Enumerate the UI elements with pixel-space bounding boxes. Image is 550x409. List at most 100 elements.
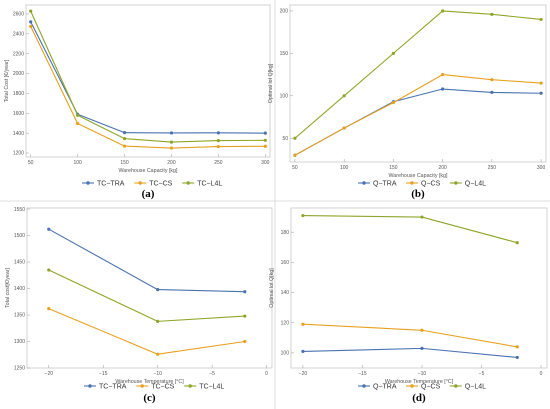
data-point (420, 215, 424, 219)
legend-swatch-marker (88, 384, 92, 388)
data-point (441, 9, 445, 13)
x-tick-label: 150 (389, 165, 398, 171)
panel-caption: (b) (411, 188, 425, 200)
legend-swatch-marker (362, 384, 366, 388)
data-point (490, 90, 494, 95)
y-axis-title: Total Cost [€/year] (4, 59, 10, 102)
data-point (76, 121, 80, 126)
data-point (169, 140, 174, 144)
data-point (420, 346, 424, 350)
panel-caption: (d) (412, 392, 426, 404)
x-axis-title: Warehouse Temperature [°C] (115, 379, 184, 385)
data-point (515, 241, 519, 245)
legend-label: TC−CS (151, 383, 174, 390)
x-axis-title: Warehouse Capacity [kg] (119, 168, 179, 174)
series-line (48, 228, 245, 293)
y-tick-label: 160 (281, 260, 290, 266)
data-point (47, 227, 51, 231)
data-point (122, 137, 127, 141)
legend-swatch-marker (454, 181, 458, 185)
data-point (216, 131, 220, 135)
x-tick-label: 50 (28, 160, 34, 166)
data-point (515, 345, 519, 349)
x-tick-label: 100 (73, 160, 82, 166)
y-tick-label: 1500 (14, 233, 25, 239)
x-tick-label: 0 (540, 371, 543, 377)
y-tick-label: 1250 (14, 366, 25, 372)
x-tick-label: 150 (120, 160, 129, 166)
y-tick-label: 1200 (13, 151, 24, 157)
data-point (539, 81, 543, 85)
legend-label: Q−CS (421, 383, 441, 390)
legend-label: Q−TRA (373, 180, 397, 187)
data-point (156, 352, 160, 356)
data-point (391, 51, 395, 55)
data-point (263, 144, 267, 148)
data-point (391, 100, 395, 105)
y-tick-label: 1600 (13, 111, 24, 117)
y-axis-title: Optimal lot Q[kg] (268, 63, 274, 103)
x-tick-label: −10 (153, 371, 162, 377)
data-point (490, 12, 494, 16)
series-line (48, 308, 245, 355)
legend-swatch-marker (410, 384, 414, 388)
data-point (29, 20, 33, 24)
data-point (156, 319, 160, 323)
x-tick-label: −5 (209, 371, 215, 377)
legend-label: TC−CS (149, 180, 172, 187)
data-point (216, 139, 220, 143)
series-line (48, 269, 245, 322)
data-point (29, 9, 33, 13)
data-point (293, 153, 297, 157)
y-tick-label: 1450 (14, 260, 25, 266)
legend-label: Q−L4L (465, 180, 486, 187)
x-tick-label: 100 (340, 165, 349, 171)
x-tick-label: −15 (358, 371, 367, 377)
series-line (30, 21, 266, 134)
data-point (76, 113, 80, 117)
legend-label: TC−L4L (199, 383, 224, 390)
data-point (539, 91, 543, 95)
y-axis-title: Optimal lot Q[kg] (269, 268, 275, 308)
data-point (342, 94, 346, 98)
y-tick-label: 150 (280, 51, 289, 57)
panel-caption: (c) (143, 392, 156, 404)
data-point (243, 339, 247, 344)
legend-label: TC−TRA (97, 180, 125, 187)
legend-swatch-marker (362, 181, 366, 185)
legend-label: TC−TRA (99, 383, 127, 390)
series-line (294, 88, 542, 156)
data-point (122, 144, 127, 148)
data-point (301, 349, 305, 353)
data-point (301, 322, 305, 326)
y-tick-label: 140 (281, 290, 290, 296)
x-axis-title: Warehouse Temperature [°C] (385, 379, 454, 385)
y-tick-label: 100 (281, 351, 290, 357)
x-tick-label: 250 (214, 160, 223, 166)
x-tick-label: 50 (292, 165, 298, 171)
data-point (293, 136, 297, 140)
x-tick-label: −20 (299, 371, 308, 377)
plot-frame (25, 4, 271, 158)
data-point (243, 314, 247, 318)
data-point (243, 290, 247, 294)
legend-label: Q−CS (421, 180, 441, 187)
data-point (441, 87, 445, 91)
series-line (302, 214, 518, 244)
data-point (420, 328, 424, 332)
chart-panel-d: 100 120 140 160 180 −20 −15 −10 −5 0 Warehouse Tem… (269, 207, 548, 404)
y-tick-label: 2600 (13, 12, 24, 18)
y-axis-title: Total cost[€/year] (5, 267, 11, 308)
chart-panel-a: 1200 1400 1600 1800 2000 2200 2400 2600 50 100 150… (4, 4, 271, 200)
y-tick-label: 1400 (14, 286, 25, 292)
y-tick-label: 1800 (13, 91, 24, 97)
legend-swatch-marker (410, 181, 414, 185)
data-point (515, 355, 519, 360)
series-line (294, 74, 542, 156)
legend-swatch-marker (188, 384, 192, 388)
x-tick-label: −10 (418, 371, 427, 377)
legend-swatch-marker (454, 384, 458, 388)
legend-label: TC−L4L (197, 180, 222, 187)
x-axis-title: Warehouse Capacity [kg] (389, 173, 449, 179)
